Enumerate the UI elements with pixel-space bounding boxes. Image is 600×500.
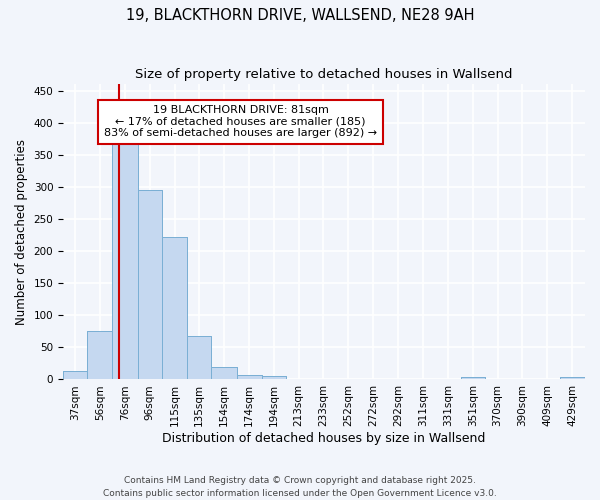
Bar	[112, 141, 138, 380]
Text: Contains HM Land Registry data © Crown copyright and database right 2025.
Contai: Contains HM Land Registry data © Crown c…	[103, 476, 497, 498]
Bar	[262, 376, 286, 380]
Y-axis label: Number of detached properties: Number of detached properties	[15, 139, 28, 325]
Bar	[63, 371, 87, 380]
Bar	[560, 377, 585, 380]
Bar	[461, 377, 485, 380]
Bar	[187, 336, 211, 380]
Bar	[162, 237, 187, 380]
Title: Size of property relative to detached houses in Wallsend: Size of property relative to detached ho…	[135, 68, 513, 80]
X-axis label: Distribution of detached houses by size in Wallsend: Distribution of detached houses by size …	[163, 432, 486, 445]
Text: 19, BLACKTHORN DRIVE, WALLSEND, NE28 9AH: 19, BLACKTHORN DRIVE, WALLSEND, NE28 9AH	[126, 8, 474, 22]
Bar	[236, 375, 262, 380]
Bar	[211, 366, 236, 380]
Bar	[87, 332, 112, 380]
Bar	[187, 336, 211, 380]
Bar	[262, 376, 286, 380]
Bar	[87, 332, 112, 380]
Bar	[461, 377, 485, 380]
Bar	[211, 366, 236, 380]
Bar	[138, 190, 162, 380]
Text: 19 BLACKTHORN DRIVE: 81sqm
← 17% of detached houses are smaller (185)
83% of sem: 19 BLACKTHORN DRIVE: 81sqm ← 17% of deta…	[104, 105, 377, 138]
Bar	[236, 375, 262, 380]
Bar	[162, 237, 187, 380]
Bar	[112, 141, 138, 380]
Bar	[138, 190, 162, 380]
Bar	[560, 377, 585, 380]
Bar	[63, 371, 87, 380]
